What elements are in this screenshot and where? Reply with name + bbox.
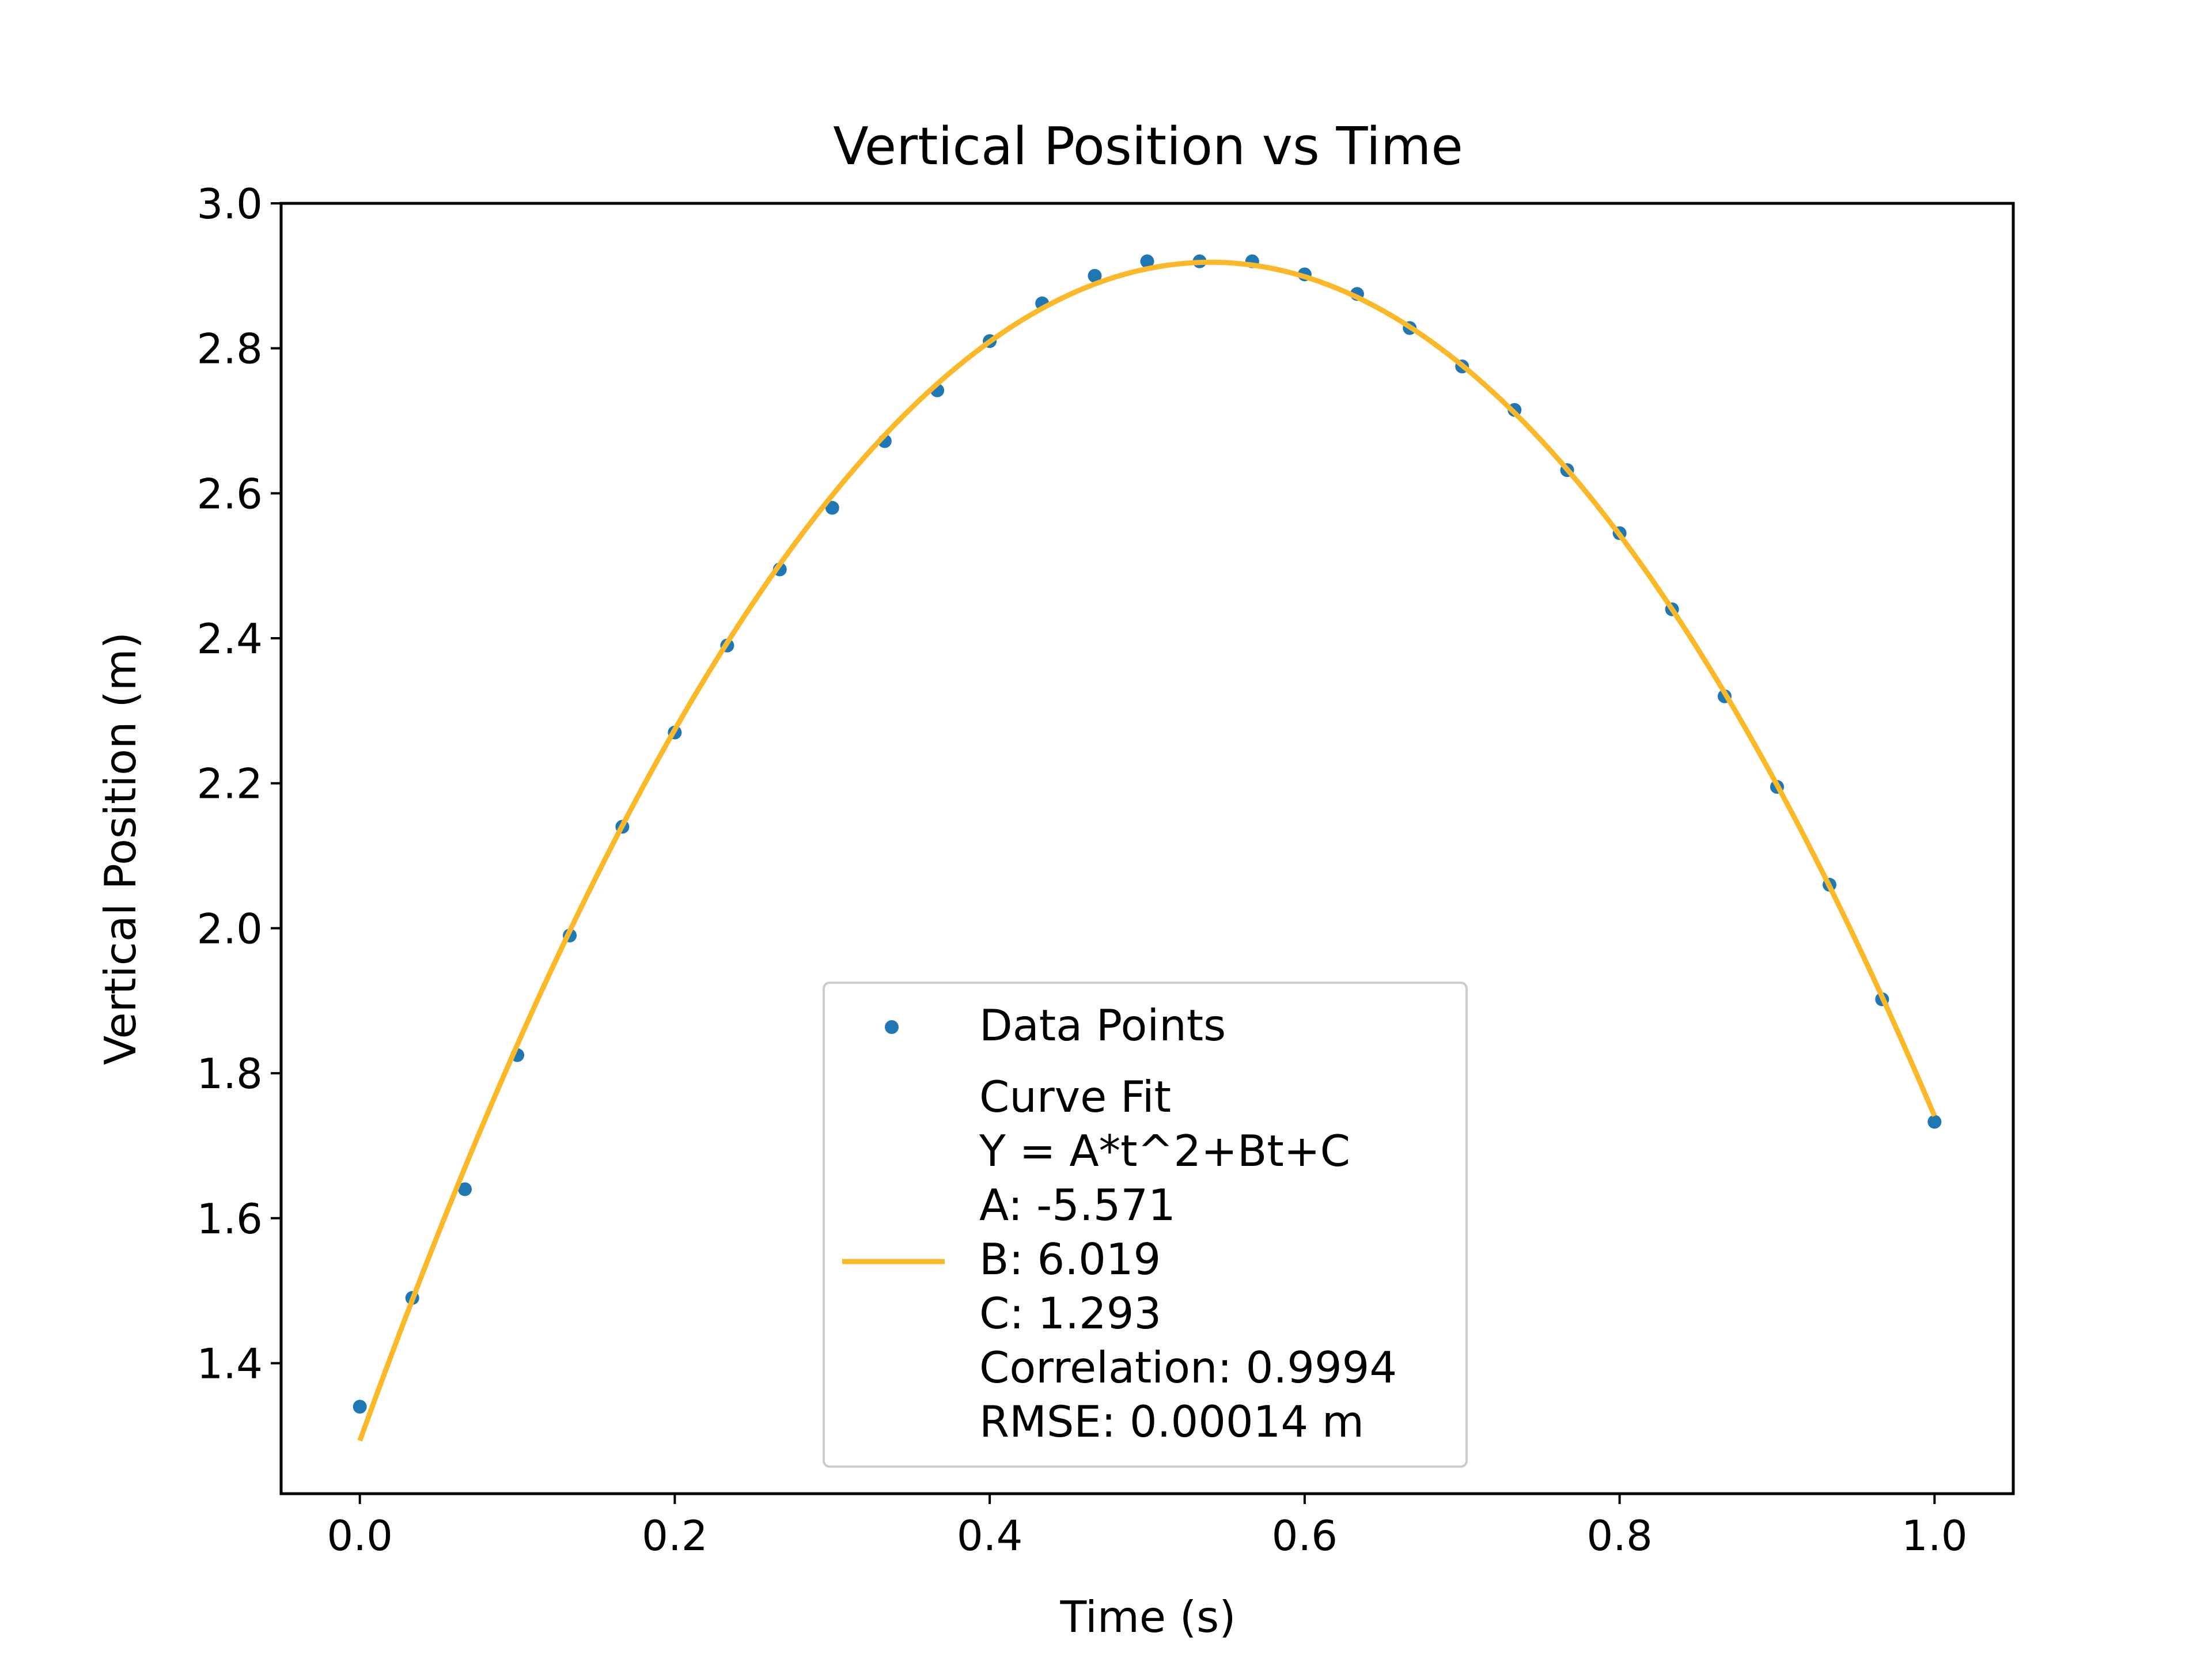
plot-frame bbox=[279, 202, 2015, 1495]
data-point bbox=[1927, 1115, 1942, 1129]
y-tick-label: 1.4 bbox=[196, 1339, 263, 1388]
y-axis: 1.4 1.6 1.8 2.0 2.2 2.4 2.6 2.8 3.0 bbox=[196, 180, 281, 1388]
y-tick-label: 2.8 bbox=[196, 325, 263, 373]
x-tick-label: 0.6 bbox=[1272, 1512, 1338, 1560]
x-tick-label: 0.2 bbox=[642, 1512, 708, 1560]
chart-title: Vertical Position vs Time bbox=[833, 116, 1463, 177]
x-axis-label: Time (s) bbox=[1060, 1592, 1236, 1642]
data-point bbox=[1088, 268, 1102, 283]
data-point bbox=[458, 1182, 472, 1196]
legend-label-data-points: Data Points bbox=[979, 1000, 1226, 1051]
legend-label-curve-fit-line: A: -5.571 bbox=[979, 1180, 1176, 1230]
legend-label-curve-fit-line: C: 1.293 bbox=[979, 1288, 1161, 1339]
legend-box bbox=[823, 982, 1468, 1468]
x-tick-label: 0.0 bbox=[327, 1512, 393, 1560]
legend-label-curve-fit-line: B: 6.019 bbox=[979, 1234, 1161, 1285]
x-tick-label: 1.0 bbox=[1902, 1512, 1968, 1560]
y-tick-label: 1.8 bbox=[196, 1050, 263, 1098]
plot-area bbox=[353, 254, 1942, 1442]
legend-label-curve-fit-line: RMSE: 0.00014 m bbox=[979, 1396, 1364, 1447]
y-tick-label: 1.6 bbox=[196, 1195, 263, 1243]
data-point bbox=[1140, 254, 1154, 268]
y-tick-label: 2.4 bbox=[196, 615, 263, 663]
x-axis: 0.0 0.2 0.4 0.6 0.8 1.0 bbox=[327, 1494, 1968, 1560]
legend-marker-data-points bbox=[885, 1020, 899, 1034]
y-tick-label: 2.6 bbox=[196, 469, 263, 518]
curve-fit-line bbox=[357, 259, 1937, 1442]
legend-label-curve-fit-line: Curve Fit bbox=[979, 1071, 1171, 1122]
legend-label-curve-fit-line: Y = A*t^2+Bt+C bbox=[979, 1126, 1350, 1176]
legend-label-curve-fit-line: Correlation: 0.9994 bbox=[979, 1342, 1397, 1393]
x-tick-label: 0.8 bbox=[1586, 1512, 1653, 1560]
y-axis-label: Vertical Position (m) bbox=[95, 632, 146, 1065]
x-tick-label: 0.4 bbox=[957, 1512, 1023, 1560]
y-tick-label: 3.0 bbox=[196, 180, 263, 228]
data-point bbox=[353, 1399, 367, 1414]
data-point bbox=[825, 501, 839, 515]
y-tick-label: 2.0 bbox=[196, 904, 263, 953]
y-tick-label: 2.2 bbox=[196, 760, 263, 808]
